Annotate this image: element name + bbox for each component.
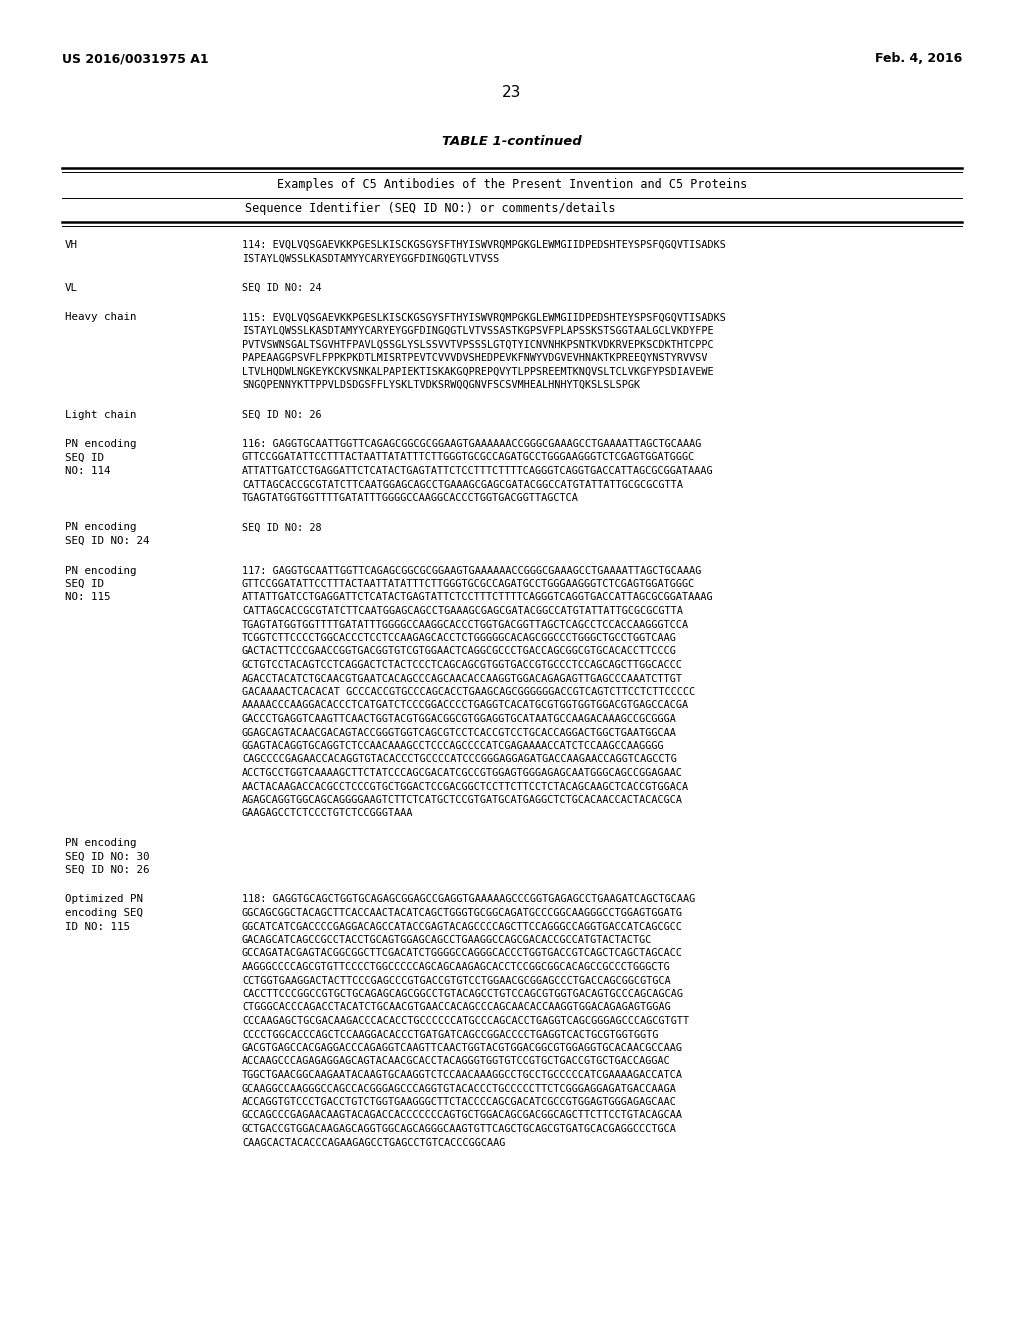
Text: GCCAGATACGAGTACGGCGGCTTCGACATCTGGGGCCAGGGCACCCTGGTGACCGTCAGCTCAGCTAGCACC: GCCAGATACGAGTACGGCGGCTTCGACATCTGGGGCCAGG…	[242, 949, 683, 958]
Text: SEQ ID NO: 30: SEQ ID NO: 30	[65, 851, 150, 862]
Text: TGGCTGAACGGCAAGAATACAAGTGCAAGGTCTCCAACAAAGGCCTGCCTGCCCCCATCGAAAAGACCATCA: TGGCTGAACGGCAAGAATACAAGTGCAAGGTCTCCAACAA…	[242, 1071, 683, 1080]
Text: GTTCCGGATATTCCTTTACTAATTATATTTCTTGGGTGCGCCAGATGCCTGGGAAGGGTCTCGAGTGGATGGGC: GTTCCGGATATTCCTTTACTAATTATATTTCTTGGGTGCG…	[242, 453, 695, 462]
Text: Light chain: Light chain	[65, 409, 136, 420]
Text: Heavy chain: Heavy chain	[65, 313, 136, 322]
Text: GAAGAGCCTCTCCCTGTCTCCGGGTAAA: GAAGAGCCTCTCCCTGTCTCCGGGTAAA	[242, 808, 414, 818]
Text: SNGQPENNYKTTPPVLDSDGSFFLYSKLTVDKSRWQQGNVFSCSVMHEALHNHYTQKSLSLSPGK: SNGQPENNYKTTPPVLDSDGSFFLYSKLTVDKSRWQQGNV…	[242, 380, 640, 389]
Text: CCCAAGAGCTGCGACAAGACCCACACCTGCCCCCCATGCCCAGCACCTGAGGTCAGCGGGAGCCCAGCGTGTT: CCCAAGAGCTGCGACAAGACCCACACCTGCCCCCCATGCC…	[242, 1016, 689, 1026]
Text: CATTAGCACCGCGTATCTTCAATGGAGCAGCCTGAAAGCGAGCGATACGGCCATGTATTATTGCGCGCGTTA: CATTAGCACCGCGTATCTTCAATGGAGCAGCCTGAAAGCG…	[242, 606, 683, 616]
Text: SEQ ID NO: 24: SEQ ID NO: 24	[242, 282, 322, 293]
Text: GACCCTGAGGTCAAGTTCAACTGGTACGTGGACGGCGTGGAGGTGCATAATGCCAAGACAAAGCCGCGGGA: GACCCTGAGGTCAAGTTCAACTGGTACGTGGACGGCGTGG…	[242, 714, 677, 723]
Text: TGAGTATGGTGGTTTTGATATTTGGGGCCAAGGCACCCTGGTGACGGTTAGCTCA: TGAGTATGGTGGTTTTGATATTTGGGGCCAAGGCACCCTG…	[242, 492, 579, 503]
Text: NO: 115: NO: 115	[65, 593, 111, 602]
Text: AGACCTACATCTGCAACGTGAATCACAGCCCAGCAACACCAAGGTGGACAGAGAGTTGAGCCCAAATCTTGT: AGACCTACATCTGCAACGTGAATCACAGCCCAGCAACACC…	[242, 673, 683, 684]
Text: PAPEAAGGPSVFLFPPKPKDTLMISRTPEVTCVVVDVSHEDPEVKFNWYVDGVEVHNAKTKPREEQYNSTYRVVSV: PAPEAAGGPSVFLFPPKPKDTLMISRTPEVTCVVVDVSHE…	[242, 352, 708, 363]
Text: GCAAGGCCAAGGGCCAGCCACGGGAGCCCAGGTGTACACCCTGCCCCCTTCTCGGGAGGAGATGACCAAGA: GCAAGGCCAAGGGCCAGCCACGGGAGCCCAGGTGTACACC…	[242, 1084, 677, 1093]
Text: LTVLHQDWLNGKEYKCKVSNKALPAPIEKTISKAKGQPREPQVYTLPPSREEMTKNQVSLTCLVKGFYPSDIAVEWE: LTVLHQDWLNGKEYKCKVSNKALPAPIEKTISKAKGQPRE…	[242, 367, 714, 376]
Text: VH: VH	[65, 240, 78, 249]
Text: CACCTTCCCGGCCGTGCTGCAGAGCAGCGGCCTGTACAGCCTGTCCAGCGTGGTGACAGTGCCCAGCAGCAG: CACCTTCCCGGCCGTGCTGCAGAGCAGCGGCCTGTACAGC…	[242, 989, 683, 999]
Text: GACAAAACTCACACAT GCCCACCGTGCCCAGCACCTGAAGCAGCGGGGGGACCGTCAGTCTTCCTCTTCCCCC: GACAAAACTCACACAT GCCCACCGTGCCCAGCACCTGAA…	[242, 686, 695, 697]
Text: SEQ ID NO: 26: SEQ ID NO: 26	[242, 409, 322, 420]
Text: TCGGTCTTCCCCTGGCACCCTCCTCCAAGAGCACCTCTGGGGGCACAGCGGCCCTGGGCTGCCTGGTCAAG: TCGGTCTTCCCCTGGCACCCTCCTCCAAGAGCACCTCTGG…	[242, 634, 677, 643]
Text: AAGGGCCCCAGCGTGTTCCCCTGGCCCCCAGCAGCAAGAGCACCTCCGGCGGCACAGCCGCCCTGGGCTG: AAGGGCCCCAGCGTGTTCCCCTGGCCCCCAGCAGCAAGAG…	[242, 962, 671, 972]
Text: PVTVSWNSGALTSGVHTFPAVLQSSGLYSLSSVVTVPSSSLGTQTYICNVNHKPSNTKVDKRVEPKSCDKTHTCPPC: PVTVSWNSGALTSGVHTFPAVLQSSGLYSLSSVVTVPSSS…	[242, 339, 714, 350]
Text: ACCAAGCCCAGAGAGGAGCAGTACAACGCACCTACAGGGTGGTGTCCGTGCTGACCGTGCTGACCAGGAC: ACCAAGCCCAGAGAGGAGCAGTACAACGCACCTACAGGGT…	[242, 1056, 671, 1067]
Text: PN encoding: PN encoding	[65, 838, 136, 847]
Text: 114: EVQLVQSGAEVKKPGESLKISCKGSGYSFTHYISWVRQMPGKGLEWMGIIDPEDSHTEYSPSFQGQVTISADKS: 114: EVQLVQSGAEVKKPGESLKISCKGSGYSFTHYISW…	[242, 240, 726, 249]
Text: AACTACAAGACCACGCCTCCCGTGCTGGACTCCGACGGCTCCTTCTTCCTCTACAGCAAGCTCACCGTGGACA: AACTACAAGACCACGCCTCCCGTGCTGGACTCCGACGGCT…	[242, 781, 689, 792]
Text: GGCAGCGGCTACAGCTTCACCAACTACATCAGCTGGGTGCGGCAGATGCCCGGCAAGGGCCTGGAGTGGATG: GGCAGCGGCTACAGCTTCACCAACTACATCAGCTGGGTGC…	[242, 908, 683, 917]
Text: GGCATCATCGACCCCGAGGACAGCCATACCGAGTACAGCCCCAGCTTCCAGGGCCAGGTGACCATCAGCGCC: GGCATCATCGACCCCGAGGACAGCCATACCGAGTACAGCC…	[242, 921, 683, 932]
Text: CCTGGTGAAGGACTACTTCCCGAGCCCGTGACCGTGTCCTGGAACGCGGAGCCCTGACCAGCGGCGTGCA: CCTGGTGAAGGACTACTTCCCGAGCCCGTGACCGTGTCCT…	[242, 975, 671, 986]
Text: NO: 114: NO: 114	[65, 466, 111, 477]
Text: 23: 23	[503, 84, 521, 100]
Text: ATTATTGATCCTGAGGATTCTCATACTGAGTATTCTCCTTTCTTTTCAGGGTCAGGTGACCATTAGCGCGGATAAAG: ATTATTGATCCTGAGGATTCTCATACTGAGTATTCTCCTT…	[242, 466, 714, 477]
Text: GTTCCGGATATTCCTTTACTAATTATATTTCTTGGGTGCGCCAGATGCCTGGGAAGGGTCTCGAGTGGATGGGC: GTTCCGGATATTCCTTTACTAATTATATTTCTTGGGTGCG…	[242, 579, 695, 589]
Text: PN encoding: PN encoding	[65, 565, 136, 576]
Text: CCCCTGGCACCCAGCTCCAAGGACACCCTGATGATCAGCCGGACCCCTGAGGTCACTGCGTGGTGGTG: CCCCTGGCACCCAGCTCCAAGGACACCCTGATGATCAGCC…	[242, 1030, 658, 1040]
Text: SEQ ID: SEQ ID	[65, 579, 104, 589]
Text: ISTAYLQWSSLKASDTAMYYCARYEYGGFDINGQGTLVTVSSASTKGPSVFPLAPSSKSTSGGTAALGCLVKDYFPE: ISTAYLQWSSLKASDTAMYYCARYEYGGFDINGQGTLVTV…	[242, 326, 714, 337]
Text: Sequence Identifier (SEQ ID NO:) or comments/details: Sequence Identifier (SEQ ID NO:) or comm…	[245, 202, 615, 215]
Text: GCTGACCGTGGACAAGAGCAGGTGGCAGCAGGGCAAGTGTTCAGCTGCAGCGTGATGCACGAGGCCCTGCA: GCTGACCGTGGACAAGAGCAGGTGGCAGCAGGGCAAGTGT…	[242, 1125, 677, 1134]
Text: SEQ ID: SEQ ID	[65, 453, 104, 462]
Text: AGAGCAGGTGGCAGCAGGGGAAGTCTTCTCATGCTCCGTGATGCATGAGGCTCTGCACAACCACTACACGCA: AGAGCAGGTGGCAGCAGGGGAAGTCTTCTCATGCTCCGTG…	[242, 795, 683, 805]
Text: CATTAGCACCGCGTATCTTCAATGGAGCAGCCTGAAAGCGAGCGATACGGCCATGTATTATTGCGCGCGTTA: CATTAGCACCGCGTATCTTCAATGGAGCAGCCTGAAAGCG…	[242, 479, 683, 490]
Text: GGAGTACAGGTGCAGGTCTCCAACAAAGCCTCCCAGCCCCATCGAGAAAACCATCTCCAAGCCAAGGGG: GGAGTACAGGTGCAGGTCTCCAACAAAGCCTCCCAGCCCC…	[242, 741, 665, 751]
Text: AAAAACCCAAGGACACCCTCATGATCTCCCGGACCCCTGAGGTCACATGCGTGGTGGTGGACGTGAGCCACGA: AAAAACCCAAGGACACCCTCATGATCTCCCGGACCCCTGA…	[242, 701, 689, 710]
Text: VL: VL	[65, 282, 78, 293]
Text: 116: GAGGTGCAATTGGTTCAGAGCGGCGCGGAAGTGAAAAAACCGGGCGAAAGCCTGAAAATTAGCTGCAAAG: 116: GAGGTGCAATTGGTTCAGAGCGGCGCGGAAGTGAA…	[242, 440, 701, 449]
Text: SEQ ID NO: 28: SEQ ID NO: 28	[242, 523, 322, 532]
Text: encoding SEQ: encoding SEQ	[65, 908, 143, 917]
Text: SEQ ID NO: 24: SEQ ID NO: 24	[65, 536, 150, 546]
Text: PN encoding: PN encoding	[65, 523, 136, 532]
Text: GCCAGCCCGAGAACAAGTACAGACCACCCCCCCAGTGCTGGACAGCGACGGCAGCTTCTTCCTGTACAGCAA: GCCAGCCCGAGAACAAGTACAGACCACCCCCCCAGTGCTG…	[242, 1110, 683, 1121]
Text: ACCAGGTGTCCCTGACCTGTCTGGTGAAGGGCTTCTACCCCAGCGACATCGCCGTGGAGTGGGAGAGCAAC: ACCAGGTGTCCCTGACCTGTCTGGTGAAGGGCTTCTACCC…	[242, 1097, 677, 1107]
Text: 118: GAGGTGCAGCTGGTGCAGAGCGGAGCCGAGGTGAAAAAGCCCGGTGAGAGCCTGAAGATCAGCTGCAAG: 118: GAGGTGCAGCTGGTGCAGAGCGGAGCCGAGGTGAA…	[242, 895, 695, 904]
Text: ACCTGCCTGGTCAAAAGCTTCTATCCCAGCGACATCGCCGTGGAGTGGGAGAGCAATGGGCAGCCGGAGAAC: ACCTGCCTGGTCAAAAGCTTCTATCCCAGCGACATCGCCG…	[242, 768, 683, 777]
Text: GGAGCAGTACAACGACAGTACCGGGTGGTCAGCGTCCTCACCGTCCTGCACCAGGACTGGCTGAATGGCAA: GGAGCAGTACAACGACAGTACCGGGTGGTCAGCGTCCTCA…	[242, 727, 677, 738]
Text: GACTACTTCCCGAACCGGTGACGGTGTCGTGGAACTCAGGCGCCCTGACCAGCGGCGTGCACACCTTCCCG: GACTACTTCCCGAACCGGTGACGGTGTCGTGGAACTCAGG…	[242, 647, 677, 656]
Text: CTGGGCACCCAGACCTACATCTGCAACGTGAACCACAGCCCAGCAACACCAAGGTGGACAGAGAGTGGAG: CTGGGCACCCAGACCTACATCTGCAACGTGAACCACAGCC…	[242, 1002, 671, 1012]
Text: US 2016/0031975 A1: US 2016/0031975 A1	[62, 51, 209, 65]
Text: ATTATTGATCCTGAGGATTCTCATACTGAGTATTCTCCTTTCTTTTCAGGGTCAGGTGACCATTAGCGCGGATAAAG: ATTATTGATCCTGAGGATTCTCATACTGAGTATTCTCCTT…	[242, 593, 714, 602]
Text: 117: GAGGTGCAATTGGTTCAGAGCGGCGCGGAAGTGAAAAAACCGGGCGAAAGCCTGAAAATTAGCTGCAAAG: 117: GAGGTGCAATTGGTTCAGAGCGGCGCGGAAGTGAA…	[242, 565, 701, 576]
Text: Optimized PN: Optimized PN	[65, 895, 143, 904]
Text: Examples of C5 Antibodies of the Present Invention and C5 Proteins: Examples of C5 Antibodies of the Present…	[276, 178, 748, 191]
Text: Feb. 4, 2016: Feb. 4, 2016	[874, 51, 962, 65]
Text: SEQ ID NO: 26: SEQ ID NO: 26	[65, 865, 150, 875]
Text: GACAGCATCAGCCGCCTACCTGCAGTGGAGCAGCCTGAAGGCCAGCGACACCGCCATGTACTACTGC: GACAGCATCAGCCGCCTACCTGCAGTGGAGCAGCCTGAAG…	[242, 935, 652, 945]
Text: PN encoding: PN encoding	[65, 440, 136, 449]
Text: CAAGCACTACACCCAGAAGAGCCTGAGCCTGTCACCCGGCAAG: CAAGCACTACACCCAGAAGAGCCTGAGCCTGTCACCCGGC…	[242, 1138, 506, 1147]
Text: GACGTGAGCCACGAGGACCCAGAGGTCAAGTTCAACTGGTACGTGGACGGCGTGGAGGTGCACAACGCCAAG: GACGTGAGCCACGAGGACCCAGAGGTCAAGTTCAACTGGT…	[242, 1043, 683, 1053]
Text: ISTAYLQWSSLKASDTAMYYCARYEYGGFDINGQGTLVTVSS: ISTAYLQWSSLKASDTAMYYCARYEYGGFDINGQGTLVTV…	[242, 253, 500, 264]
Text: GCTGTCCTACAGTCCTCAGGACTCTACTCCCTCAGCAGCGTGGTGACCGTGCCCTCCAGCAGCTTGGCACCC: GCTGTCCTACAGTCCTCAGGACTCTACTCCCTCAGCAGCG…	[242, 660, 683, 671]
Text: CAGCCCCGAGAACCACAGGTGTACACCCTGCCCCATCCCGGGAGGAGATGACCAAGAACCAGGTCAGCCTG: CAGCCCCGAGAACCACAGGTGTACACCCTGCCCCATCCCG…	[242, 755, 677, 764]
Text: ID NO: 115: ID NO: 115	[65, 921, 130, 932]
Text: TABLE 1-continued: TABLE 1-continued	[442, 135, 582, 148]
Text: TGAGTATGGTGGTTTTGATATTTGGGGCCAAGGCACCCTGGTGACGGTTAGCTCAGCCTCCACCAAGGGTCCA: TGAGTATGGTGGTTTTGATATTTGGGGCCAAGGCACCCTG…	[242, 619, 689, 630]
Text: 115: EVQLVQSGAEVKKPGESLKISCKGSGYSFTHYISWVRQMPGKGLEWMGIIDPEDSHTEYSPSFQGQVTISADKS: 115: EVQLVQSGAEVKKPGESLKISCKGSGYSFTHYISW…	[242, 313, 726, 322]
